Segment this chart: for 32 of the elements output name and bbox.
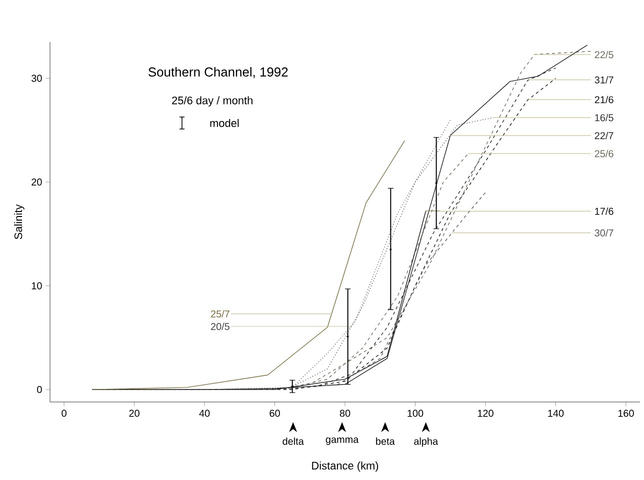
x-tick-label: 140 bbox=[548, 410, 564, 417]
y-axis-title: Salinity bbox=[14, 204, 24, 240]
text: 20/5 bbox=[211, 322, 230, 330]
y-tick-label: 10 bbox=[32, 282, 42, 290]
text: alpha bbox=[414, 438, 438, 447]
y-tick-label: 20 bbox=[32, 178, 42, 186]
text: 31/7 bbox=[594, 76, 614, 84]
text: beta bbox=[376, 438, 395, 445]
text: gamma bbox=[326, 438, 359, 445]
annotation: 25/6 day / month bbox=[172, 96, 252, 106]
text: 30/7 bbox=[594, 229, 614, 236]
x-tick-label: 20 bbox=[129, 410, 140, 417]
text: delta bbox=[282, 438, 304, 445]
x-tick-label: 120 bbox=[478, 410, 494, 417]
y-tick-label: 30 bbox=[32, 74, 42, 82]
x-tick-label: 160 bbox=[618, 410, 634, 417]
text: 25/6 bbox=[594, 150, 614, 158]
text: 25/7 bbox=[211, 310, 230, 318]
x-tick-label: 0 bbox=[62, 410, 66, 417]
y-tick-label: 0 bbox=[37, 386, 42, 394]
text: 22/7 bbox=[594, 132, 614, 140]
x-tick-label: 60 bbox=[270, 410, 280, 417]
x-tick-label: 40 bbox=[199, 410, 210, 417]
text: Southern Channel, 1992 bbox=[148, 67, 288, 78]
x-tick-label: 80 bbox=[340, 410, 350, 417]
x-axis-title: Distance (km) bbox=[312, 462, 378, 472]
text: 21/6 bbox=[594, 96, 614, 104]
text: 16/5 bbox=[595, 114, 614, 122]
legend-label: model bbox=[210, 118, 239, 128]
x-tick-label: 100 bbox=[408, 410, 424, 417]
text: 17/6 bbox=[595, 208, 614, 215]
series-label: 22/5 bbox=[594, 50, 614, 58]
